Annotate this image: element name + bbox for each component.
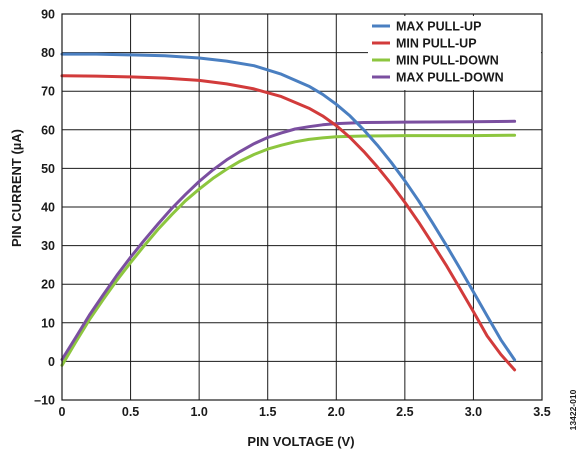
y-tick-label: 20 — [41, 278, 55, 292]
legend: MAX PULL-UP MIN PULL-UP MIN PULL-DOWN MAX P… — [368, 16, 541, 90]
x-axis-title: PIN VOLTAGE (V) — [247, 434, 354, 449]
x-tick-label: 3.5 — [533, 405, 550, 419]
series-line-max-pull-down — [62, 121, 515, 359]
series-line-min-pull-up — [62, 76, 515, 370]
legend-label-min-pull-up: MIN PULL-UP — [396, 37, 477, 51]
x-tick-label: 0 — [59, 405, 66, 419]
series-line-min-pull-down — [62, 135, 515, 365]
x-tick-label: 0.5 — [122, 405, 139, 419]
y-tick-label: 70 — [41, 85, 55, 99]
y-tick-label: 0 — [48, 355, 55, 369]
legend-label-max-pull-down: MAX PULL-DOWN — [396, 71, 504, 85]
x-tick-label: 2.0 — [328, 405, 345, 419]
x-tick-labels: 0 0.5 1.0 1.5 2.0 2.5 3.0 3.5 — [59, 405, 551, 419]
figure-id: 13422-010 — [568, 389, 578, 430]
y-tick-labels: –10 0 10 20 30 40 50 60 70 80 90 — [34, 8, 55, 408]
y-tick-label: 40 — [41, 201, 55, 215]
x-tick-label: 2.5 — [396, 405, 413, 419]
x-tick-label: 1.5 — [259, 405, 276, 419]
y-tick-label: 80 — [41, 46, 55, 60]
y-tick-label: 30 — [41, 239, 55, 253]
legend-label-min-pull-down: MIN PULL-DOWN — [396, 54, 499, 68]
x-tick-label: 3.0 — [465, 405, 482, 419]
y-tick-label: 10 — [41, 316, 55, 330]
legend-label-max-pull-up: MAX PULL-UP — [396, 20, 481, 34]
y-tick-label: –10 — [34, 394, 55, 408]
x-tick-label: 1.0 — [190, 405, 207, 419]
y-axis-title: PIN CURRENT (µA) — [9, 129, 24, 247]
y-tick-label: 60 — [41, 123, 55, 137]
y-tick-label: 90 — [41, 8, 55, 22]
y-tick-label: 50 — [41, 162, 55, 176]
